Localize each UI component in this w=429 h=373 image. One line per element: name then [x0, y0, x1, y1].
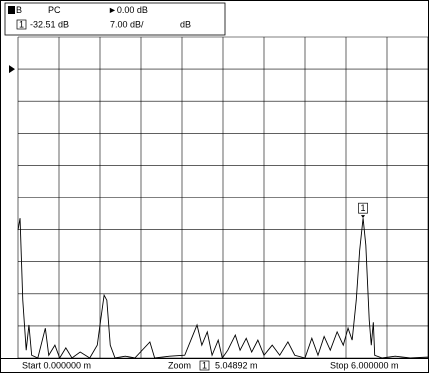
start: Start 0.000000 m [22, 360, 91, 370]
stop: Stop 6.000000 m [330, 360, 399, 370]
footer-marker-badge [199, 360, 210, 371]
format: PC [48, 5, 61, 15]
scale: 7.00 dB/ [110, 19, 144, 29]
marker-badge [16, 19, 27, 30]
unit: dB [180, 19, 191, 29]
footer-marker-id: 1 [202, 360, 207, 370]
marker-flag [358, 202, 368, 214]
reference-arrow [9, 65, 15, 74]
zoom: Zoom [168, 360, 191, 370]
marker-flag-label: 1 [361, 203, 366, 213]
trace [17, 218, 429, 360]
marker-point [361, 215, 366, 219]
marker-id: 1 [19, 19, 24, 29]
marker-position: 5.04892 m [215, 360, 258, 370]
marker-readout: -32.51 dB [30, 19, 69, 29]
channel: B [16, 5, 22, 15]
header-box [4, 2, 226, 36]
channel-badge [8, 6, 15, 14]
reference-level: ►0.00 dB [108, 5, 148, 15]
